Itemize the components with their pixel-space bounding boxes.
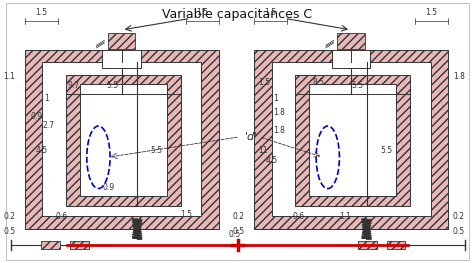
Text: 1.5: 1.5 xyxy=(180,210,192,219)
Bar xyxy=(309,84,396,196)
Bar xyxy=(80,84,167,196)
Bar xyxy=(25,50,219,229)
Text: 0.2: 0.2 xyxy=(453,212,465,221)
Bar xyxy=(295,75,410,205)
Text: 8.5: 8.5 xyxy=(312,78,324,87)
Text: 0.5: 0.5 xyxy=(453,227,465,236)
Bar xyxy=(358,241,377,249)
Bar xyxy=(70,241,89,249)
Text: 11: 11 xyxy=(258,146,267,155)
Text: 1.8: 1.8 xyxy=(273,126,285,135)
Bar xyxy=(41,241,60,249)
Text: 1.5: 1.5 xyxy=(264,8,277,17)
Text: 0.2: 0.2 xyxy=(3,212,15,221)
Bar xyxy=(254,50,448,229)
Text: 1: 1 xyxy=(273,94,278,103)
Text: 1.1: 1.1 xyxy=(3,72,15,81)
Text: 0.9: 0.9 xyxy=(102,183,114,192)
Text: 'd': 'd' xyxy=(245,132,258,142)
Text: 0.6: 0.6 xyxy=(293,212,305,221)
Text: 1: 1 xyxy=(44,94,49,103)
Bar xyxy=(108,33,135,49)
Text: 5.5: 5.5 xyxy=(351,81,363,90)
Text: 1.1: 1.1 xyxy=(339,212,351,221)
Text: 2.7: 2.7 xyxy=(42,120,54,130)
Text: 0.6: 0.6 xyxy=(56,212,68,221)
Text: 5.5: 5.5 xyxy=(380,146,392,155)
Text: 0.9: 0.9 xyxy=(30,112,42,121)
Bar xyxy=(66,75,181,205)
Text: Variable capacitances C: Variable capacitances C xyxy=(163,8,313,21)
Text: 1.5: 1.5 xyxy=(426,8,438,17)
Text: 1.8: 1.8 xyxy=(453,72,465,81)
Bar xyxy=(386,241,405,249)
Text: 0.2: 0.2 xyxy=(233,212,245,221)
Bar xyxy=(332,50,371,68)
Text: 5.5: 5.5 xyxy=(151,146,163,155)
Text: 0.5: 0.5 xyxy=(228,230,240,239)
Text: 9.7: 9.7 xyxy=(67,81,80,90)
Text: 0.5: 0.5 xyxy=(3,227,15,236)
Bar xyxy=(337,33,365,49)
Text: 1.8: 1.8 xyxy=(273,108,285,117)
Text: 4.5: 4.5 xyxy=(265,156,277,165)
Text: 0.5: 0.5 xyxy=(233,227,245,236)
Bar xyxy=(102,50,141,68)
Bar xyxy=(42,63,201,216)
Text: 4.5: 4.5 xyxy=(36,146,48,155)
Text: 5.5: 5.5 xyxy=(106,81,118,90)
Bar xyxy=(272,63,430,216)
Text: 1.5: 1.5 xyxy=(258,78,270,87)
Text: 1.5: 1.5 xyxy=(196,8,208,17)
Text: 1.5: 1.5 xyxy=(35,8,47,17)
